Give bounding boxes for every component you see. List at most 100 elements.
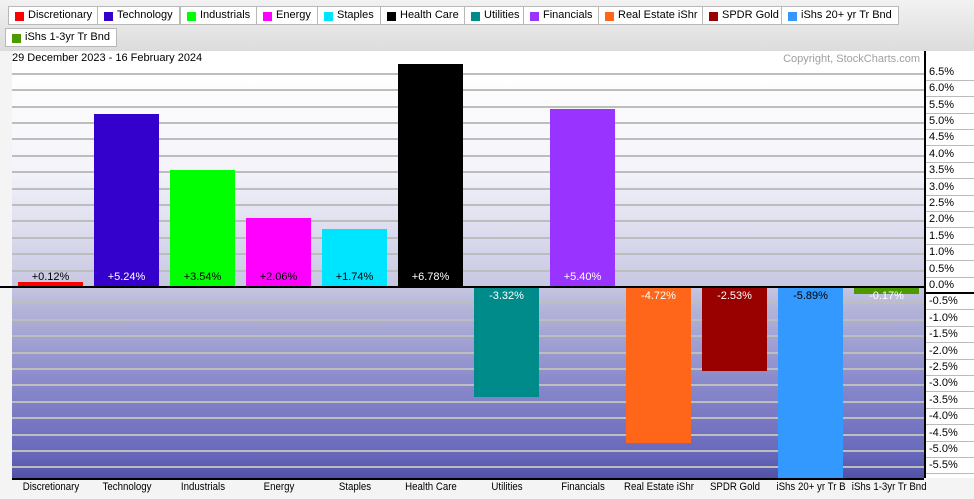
- x-axis-line: [12, 478, 924, 480]
- legend-swatch: [104, 12, 113, 21]
- bar-5[interactable]: [398, 63, 463, 286]
- legend-item-real-estate-ishr[interactable]: Real Estate iShr: [598, 6, 705, 25]
- legend-swatch: [530, 12, 539, 21]
- bar-2[interactable]: [170, 169, 235, 286]
- bar-value-label: +6.78%: [411, 271, 450, 283]
- bar-4[interactable]: [322, 228, 387, 286]
- gridline: [12, 187, 924, 190]
- bar-7[interactable]: [550, 108, 615, 286]
- legend-swatch: [12, 34, 21, 43]
- legend-swatch: [387, 12, 396, 21]
- legend-label: Financials: [543, 9, 593, 21]
- gridline: [12, 154, 924, 157]
- zero-line: [0, 286, 924, 288]
- legend-item-spdr-gold[interactable]: SPDR Gold: [702, 6, 786, 25]
- y-tick: -3.0%: [926, 376, 974, 393]
- gridline: [12, 450, 924, 452]
- gridline: [12, 351, 924, 354]
- legend-label: Staples: [337, 9, 374, 21]
- y-tick: 5.5%: [926, 98, 974, 114]
- gridline: [12, 138, 924, 141]
- bar-value-label: -2.53%: [717, 290, 752, 302]
- bar-0[interactable]: [18, 282, 83, 286]
- y-tick: 6.0%: [926, 81, 974, 98]
- bar-6[interactable]: [474, 288, 539, 397]
- y-tick: -2.0%: [926, 344, 974, 360]
- y-tick: 6.5%: [926, 65, 974, 81]
- y-tick: -3.5%: [926, 393, 974, 409]
- x-tick-label: Technology: [102, 481, 151, 493]
- legend-swatch: [788, 12, 797, 21]
- y-tick: 1.5%: [926, 229, 974, 245]
- y-tick: -5.5%: [926, 458, 974, 475]
- legend-label: SPDR Gold: [722, 9, 779, 21]
- bar-value-label: +1.74%: [335, 271, 374, 283]
- bar-value-label: +3.54%: [183, 271, 222, 283]
- legend-item-utilities[interactable]: Utilities: [464, 6, 527, 25]
- gridline: [12, 253, 924, 256]
- x-tick-label: iShs 1-3yr Tr Bnd: [851, 481, 927, 493]
- bar-value-label: -4.72%: [641, 290, 676, 302]
- legend-item-health-care[interactable]: Health Care: [380, 6, 466, 25]
- x-tick-label: iShs 20+ yr Tr B: [775, 481, 846, 493]
- gridline: [12, 466, 924, 469]
- x-tick-label: Industrials: [180, 481, 225, 493]
- legend-item-financials[interactable]: Financials: [523, 6, 600, 25]
- y-tick: 5.0%: [926, 114, 974, 130]
- gridline: [12, 171, 924, 174]
- y-tick: 0.5%: [926, 262, 974, 278]
- x-tick-label: Discretionary: [22, 481, 79, 493]
- x-tick-label: Staples: [338, 481, 371, 493]
- y-tick: 4.0%: [926, 147, 974, 163]
- legend-label: Real Estate iShr: [618, 9, 698, 21]
- legend-item-discretionary[interactable]: Discretionary: [8, 6, 100, 25]
- y-tick: 1.0%: [926, 245, 974, 262]
- legend-item-energy[interactable]: Energy: [256, 6, 318, 25]
- legend-bar: Discretionary Technology Industrials Energy…: [0, 0, 974, 51]
- gridline: [12, 384, 924, 387]
- gridline: [12, 302, 924, 305]
- gridline: [12, 400, 924, 403]
- legend-swatch: [263, 12, 272, 21]
- x-tick-label: Health Care: [404, 481, 457, 493]
- bar-value-label: -3.32%: [489, 290, 524, 302]
- gridline: [12, 105, 924, 108]
- x-tick-label: Real Estate iShr: [623, 481, 694, 493]
- gridline: [12, 220, 924, 223]
- bar-11[interactable]: [854, 288, 919, 294]
- bar-8[interactable]: [626, 288, 691, 443]
- gridline: [12, 433, 924, 436]
- legend-item-ishs-1-3yr-tr-bnd[interactable]: iShs 1-3yr Tr Bnd: [5, 28, 117, 47]
- gridline: [12, 368, 924, 370]
- x-tick-label: SPDR Gold: [709, 481, 760, 493]
- y-tick: -1.5%: [926, 327, 974, 344]
- bar-1[interactable]: [94, 114, 159, 286]
- bar-3[interactable]: [246, 218, 311, 286]
- legend-item-industrials[interactable]: Industrials: [180, 6, 258, 25]
- legend-item-staples[interactable]: Staples: [317, 6, 381, 25]
- legend-label: Energy: [276, 9, 311, 21]
- legend-label: iShs 20+ yr Tr Bnd: [801, 9, 892, 21]
- gridline: [12, 236, 924, 239]
- legend-label: iShs 1-3yr Tr Bnd: [25, 31, 110, 43]
- x-tick-label: Energy: [263, 481, 294, 493]
- y-tick: -2.5%: [926, 360, 974, 376]
- bar-value-label: +5.24%: [107, 271, 146, 283]
- y-axis: 6.5% 6.0% 5.5% 5.0% 4.5% 4.0% 3.5% 3.0% 2.5% 2.0%…: [924, 51, 974, 478]
- bar-10[interactable]: [778, 288, 843, 478]
- plot-area: +0.12% +5.24% +3.54% +2.06% +1.74% +6.78% -3.3…: [12, 51, 924, 478]
- y-tick: -1.0%: [926, 311, 974, 327]
- gridline: [12, 89, 924, 92]
- legend-item-ishs-20-yr-tr-bnd[interactable]: iShs 20+ yr Tr Bnd: [781, 6, 899, 25]
- bar-9[interactable]: [702, 288, 767, 371]
- legend-label: Health Care: [400, 9, 459, 21]
- legend-label: Discretionary: [28, 9, 93, 21]
- bar-value-label: +2.06%: [259, 271, 298, 283]
- bar-value-label: +0.12%: [31, 271, 70, 283]
- gridline: [12, 122, 924, 124]
- legend-item-technology[interactable]: Technology: [97, 6, 180, 25]
- gridline: [12, 269, 924, 272]
- bar-value-label: -0.17%: [869, 290, 904, 302]
- y-tick: -5.0%: [926, 442, 974, 458]
- legend-label: Utilities: [484, 9, 520, 21]
